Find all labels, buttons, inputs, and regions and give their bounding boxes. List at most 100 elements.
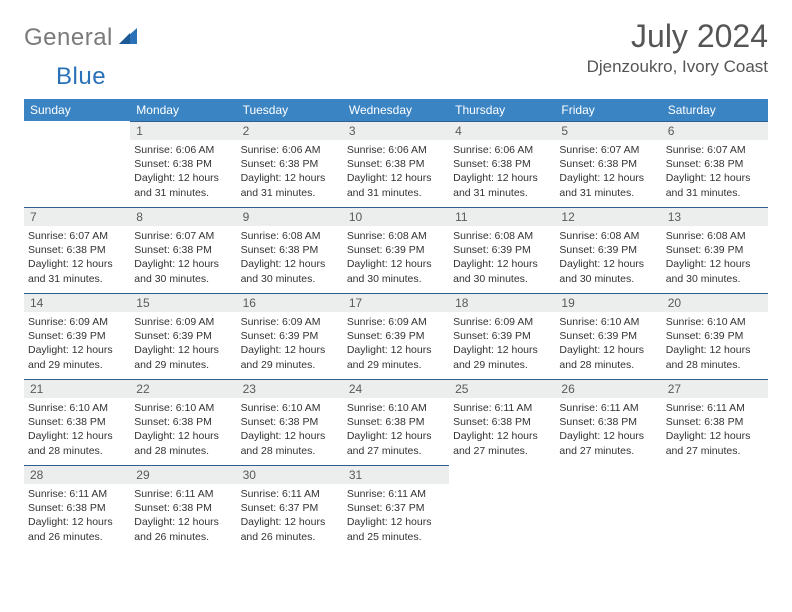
- calendar-cell: 8Sunrise: 6:07 AMSunset: 6:38 PMDaylight…: [130, 207, 236, 293]
- sunset-text: Sunset: 6:38 PM: [28, 243, 126, 257]
- calendar-week-row: 14Sunrise: 6:09 AMSunset: 6:39 PMDayligh…: [24, 293, 768, 379]
- day-details: Sunrise: 6:08 AMSunset: 6:39 PMDaylight:…: [662, 226, 768, 292]
- calendar-cell: 27Sunrise: 6:11 AMSunset: 6:38 PMDayligh…: [662, 379, 768, 465]
- sunrise-text: Sunrise: 6:07 AM: [666, 143, 764, 157]
- sunrise-text: Sunrise: 6:06 AM: [134, 143, 232, 157]
- calendar-cell: 24Sunrise: 6:10 AMSunset: 6:38 PMDayligh…: [343, 379, 449, 465]
- sunrise-text: Sunrise: 6:10 AM: [347, 401, 445, 415]
- calendar-week-row: 21Sunrise: 6:10 AMSunset: 6:38 PMDayligh…: [24, 379, 768, 465]
- sunrise-text: Sunrise: 6:10 AM: [241, 401, 339, 415]
- day-details: Sunrise: 6:09 AMSunset: 6:39 PMDaylight:…: [237, 312, 343, 378]
- daylight-text: Daylight: 12 hours and 31 minutes.: [666, 171, 764, 199]
- day-number: 15: [130, 293, 236, 312]
- day-number: 25: [449, 379, 555, 398]
- day-header-row: Sunday Monday Tuesday Wednesday Thursday…: [24, 99, 768, 121]
- calendar-cell: 22Sunrise: 6:10 AMSunset: 6:38 PMDayligh…: [130, 379, 236, 465]
- day-header: Saturday: [662, 99, 768, 121]
- daylight-text: Daylight: 12 hours and 26 minutes.: [28, 515, 126, 543]
- day-details: Sunrise: 6:10 AMSunset: 6:39 PMDaylight:…: [662, 312, 768, 378]
- day-number: 10: [343, 207, 449, 226]
- sunrise-text: Sunrise: 6:06 AM: [241, 143, 339, 157]
- sunset-text: Sunset: 6:38 PM: [559, 157, 657, 171]
- day-details: Sunrise: 6:09 AMSunset: 6:39 PMDaylight:…: [130, 312, 236, 378]
- calendar-cell: 12Sunrise: 6:08 AMSunset: 6:39 PMDayligh…: [555, 207, 661, 293]
- daylight-text: Daylight: 12 hours and 28 minutes.: [559, 343, 657, 371]
- sunset-text: Sunset: 6:38 PM: [453, 157, 551, 171]
- sunrise-text: Sunrise: 6:08 AM: [453, 229, 551, 243]
- calendar-cell: [24, 121, 130, 207]
- calendar-cell: 18Sunrise: 6:09 AMSunset: 6:39 PMDayligh…: [449, 293, 555, 379]
- sunrise-text: Sunrise: 6:08 AM: [666, 229, 764, 243]
- sunrise-text: Sunrise: 6:06 AM: [453, 143, 551, 157]
- calendar-cell: 6Sunrise: 6:07 AMSunset: 6:38 PMDaylight…: [662, 121, 768, 207]
- calendar-week-row: 28Sunrise: 6:11 AMSunset: 6:38 PMDayligh…: [24, 465, 768, 551]
- calendar-cell: 9Sunrise: 6:08 AMSunset: 6:38 PMDaylight…: [237, 207, 343, 293]
- sunset-text: Sunset: 6:38 PM: [347, 157, 445, 171]
- day-number: 6: [662, 121, 768, 140]
- day-number: 7: [24, 207, 130, 226]
- day-details: Sunrise: 6:09 AMSunset: 6:39 PMDaylight:…: [343, 312, 449, 378]
- day-header: Tuesday: [237, 99, 343, 121]
- day-details: Sunrise: 6:06 AMSunset: 6:38 PMDaylight:…: [449, 140, 555, 206]
- calendar-cell: 19Sunrise: 6:10 AMSunset: 6:39 PMDayligh…: [555, 293, 661, 379]
- day-details: Sunrise: 6:08 AMSunset: 6:38 PMDaylight:…: [237, 226, 343, 292]
- day-details: Sunrise: 6:08 AMSunset: 6:39 PMDaylight:…: [555, 226, 661, 292]
- sunset-text: Sunset: 6:39 PM: [559, 243, 657, 257]
- daylight-text: Daylight: 12 hours and 29 minutes.: [241, 343, 339, 371]
- day-details: Sunrise: 6:11 AMSunset: 6:38 PMDaylight:…: [555, 398, 661, 464]
- daylight-text: Daylight: 12 hours and 27 minutes.: [666, 429, 764, 457]
- day-details: Sunrise: 6:06 AMSunset: 6:38 PMDaylight:…: [130, 140, 236, 206]
- daylight-text: Daylight: 12 hours and 29 minutes.: [28, 343, 126, 371]
- day-number: 30: [237, 465, 343, 484]
- day-number: 1: [130, 121, 236, 140]
- title-block: July 2024 Djenzoukro, Ivory Coast: [587, 18, 768, 77]
- sunset-text: Sunset: 6:38 PM: [134, 157, 232, 171]
- day-number: 24: [343, 379, 449, 398]
- daylight-text: Daylight: 12 hours and 25 minutes.: [347, 515, 445, 543]
- calendar-cell: 13Sunrise: 6:08 AMSunset: 6:39 PMDayligh…: [662, 207, 768, 293]
- sunset-text: Sunset: 6:39 PM: [347, 329, 445, 343]
- calendar-cell: 5Sunrise: 6:07 AMSunset: 6:38 PMDaylight…: [555, 121, 661, 207]
- calendar-table: Sunday Monday Tuesday Wednesday Thursday…: [24, 99, 768, 551]
- logo-sail-icon: [117, 26, 139, 51]
- sunrise-text: Sunrise: 6:09 AM: [134, 315, 232, 329]
- sunset-text: Sunset: 6:38 PM: [134, 501, 232, 515]
- daylight-text: Daylight: 12 hours and 28 minutes.: [134, 429, 232, 457]
- daylight-text: Daylight: 12 hours and 27 minutes.: [559, 429, 657, 457]
- day-details: Sunrise: 6:09 AMSunset: 6:39 PMDaylight:…: [24, 312, 130, 378]
- daylight-text: Daylight: 12 hours and 30 minutes.: [666, 257, 764, 285]
- sunset-text: Sunset: 6:38 PM: [241, 243, 339, 257]
- daylight-text: Daylight: 12 hours and 31 minutes.: [347, 171, 445, 199]
- day-details: Sunrise: 6:10 AMSunset: 6:38 PMDaylight:…: [130, 398, 236, 464]
- day-details: Sunrise: 6:10 AMSunset: 6:38 PMDaylight:…: [24, 398, 130, 464]
- daylight-text: Daylight: 12 hours and 31 minutes.: [559, 171, 657, 199]
- sunrise-text: Sunrise: 6:10 AM: [559, 315, 657, 329]
- day-details: Sunrise: 6:11 AMSunset: 6:38 PMDaylight:…: [662, 398, 768, 464]
- sunrise-text: Sunrise: 6:08 AM: [559, 229, 657, 243]
- sunrise-text: Sunrise: 6:10 AM: [28, 401, 126, 415]
- calendar-cell: 10Sunrise: 6:08 AMSunset: 6:39 PMDayligh…: [343, 207, 449, 293]
- day-number: 13: [662, 207, 768, 226]
- day-number: 27: [662, 379, 768, 398]
- daylight-text: Daylight: 12 hours and 30 minutes.: [241, 257, 339, 285]
- day-number: 11: [449, 207, 555, 226]
- day-details: Sunrise: 6:07 AMSunset: 6:38 PMDaylight:…: [24, 226, 130, 292]
- month-title: July 2024: [587, 18, 768, 55]
- daylight-text: Daylight: 12 hours and 27 minutes.: [453, 429, 551, 457]
- calendar-cell: 7Sunrise: 6:07 AMSunset: 6:38 PMDaylight…: [24, 207, 130, 293]
- day-number: 16: [237, 293, 343, 312]
- calendar-week-row: 1Sunrise: 6:06 AMSunset: 6:38 PMDaylight…: [24, 121, 768, 207]
- day-details: Sunrise: 6:07 AMSunset: 6:38 PMDaylight:…: [662, 140, 768, 206]
- calendar-week-row: 7Sunrise: 6:07 AMSunset: 6:38 PMDaylight…: [24, 207, 768, 293]
- daylight-text: Daylight: 12 hours and 30 minutes.: [134, 257, 232, 285]
- day-number: 5: [555, 121, 661, 140]
- calendar-cell: 26Sunrise: 6:11 AMSunset: 6:38 PMDayligh…: [555, 379, 661, 465]
- daylight-text: Daylight: 12 hours and 31 minutes.: [28, 257, 126, 285]
- daylight-text: Daylight: 12 hours and 30 minutes.: [453, 257, 551, 285]
- sunrise-text: Sunrise: 6:07 AM: [28, 229, 126, 243]
- sunrise-text: Sunrise: 6:11 AM: [453, 401, 551, 415]
- sunrise-text: Sunrise: 6:09 AM: [241, 315, 339, 329]
- sunset-text: Sunset: 6:39 PM: [453, 243, 551, 257]
- sunset-text: Sunset: 6:39 PM: [28, 329, 126, 343]
- sunset-text: Sunset: 6:38 PM: [241, 415, 339, 429]
